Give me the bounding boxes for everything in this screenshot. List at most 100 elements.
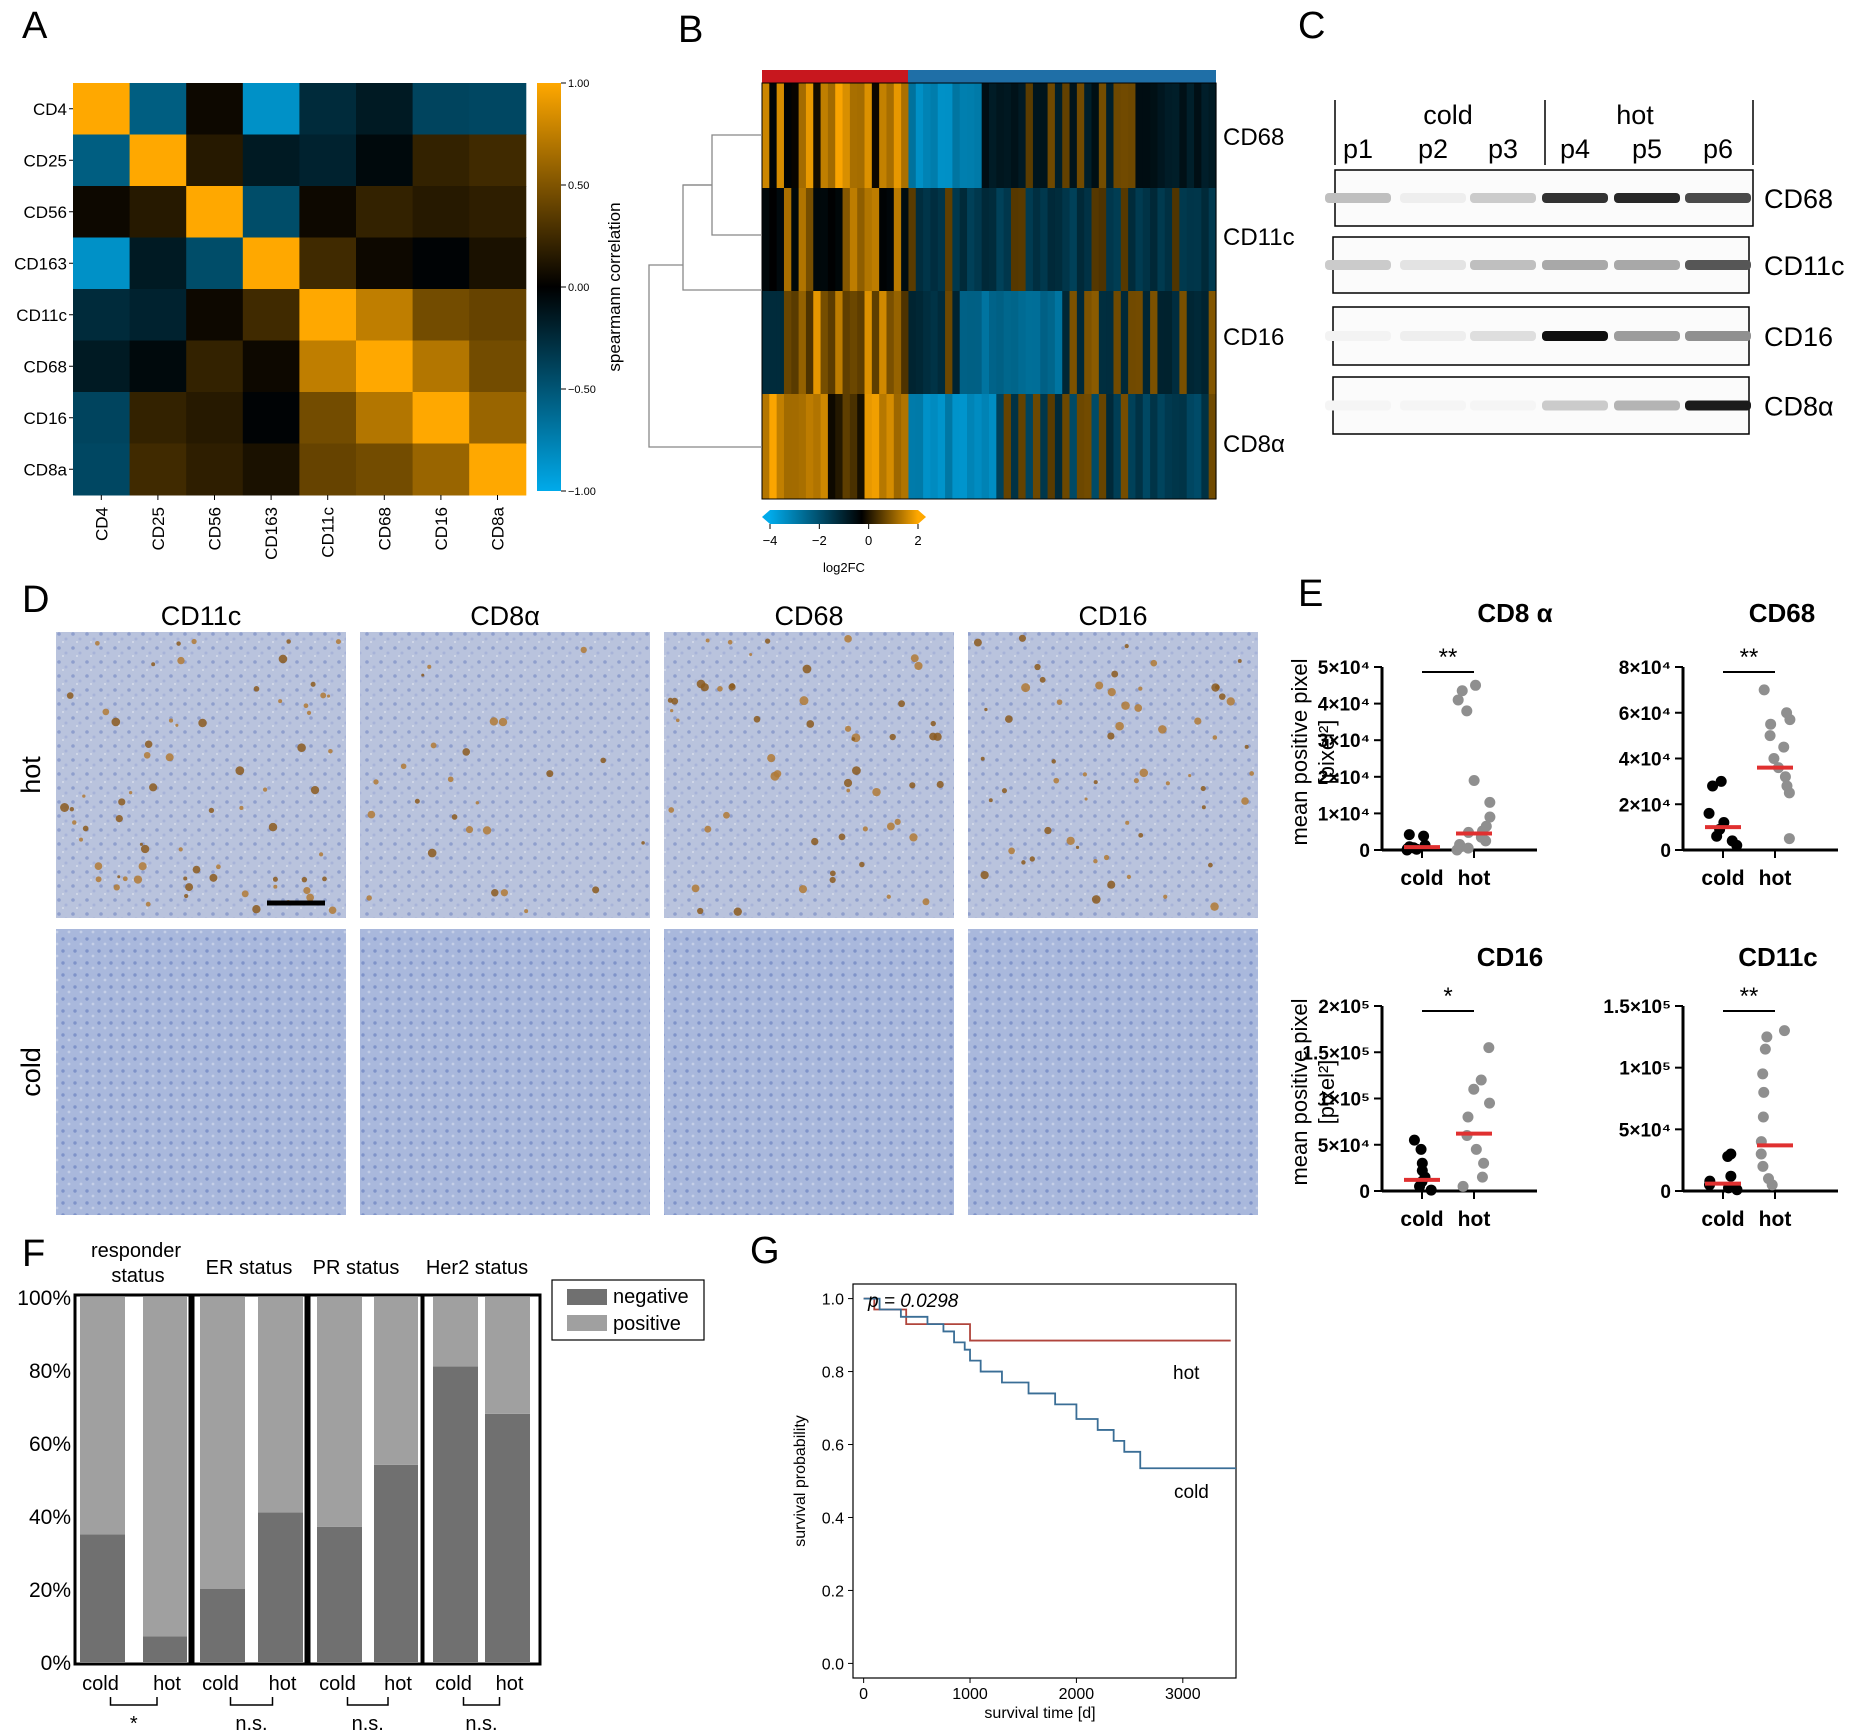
heatmap-cell <box>1003 291 1012 394</box>
data-point-hot <box>1457 1180 1469 1192</box>
heatmap-cell <box>1054 188 1063 291</box>
heatmap-cell <box>1040 188 1049 291</box>
heatmap-cell <box>1201 394 1210 499</box>
brown-stain <box>1107 688 1116 697</box>
heatmap-cell <box>915 83 924 188</box>
y-tick-label: 8×10⁴ <box>1619 658 1671 679</box>
brown-stain <box>898 700 906 708</box>
significance-label: n.s. <box>352 1713 384 1735</box>
brown-stain <box>1165 781 1170 786</box>
heatmap-cell <box>1098 394 1107 499</box>
heatmap-cell <box>1150 188 1159 291</box>
km-curve-cold <box>863 1297 1236 1470</box>
brown-stain <box>802 664 812 674</box>
heatmap-cell <box>356 340 414 393</box>
brown-stain <box>1237 659 1242 663</box>
data-point-hot <box>1778 1025 1790 1037</box>
brown-stain <box>753 715 761 723</box>
heatmap-cell <box>1106 83 1115 188</box>
y-tick-label: 4×10⁴ <box>1619 750 1671 771</box>
brown-stain <box>1210 902 1219 911</box>
significance-bracket <box>346 1697 389 1706</box>
heatmap-cell <box>908 291 917 394</box>
heatmap-cell <box>981 83 990 188</box>
brown-stain <box>143 751 151 759</box>
heatmap-cell <box>952 83 961 188</box>
brown-stain <box>216 864 221 870</box>
heatmap-cell <box>798 291 807 394</box>
bar-negative <box>258 1512 303 1662</box>
y-tick-label: 2×10⁴ <box>1318 768 1370 789</box>
heatmap-cell <box>952 188 961 291</box>
brown-stain <box>668 807 675 813</box>
brown-stain <box>209 873 218 882</box>
heatmap-cell <box>996 188 1005 291</box>
data-point-hot <box>1454 839 1466 851</box>
row-label: CD4 <box>33 100 67 119</box>
blot-band <box>1685 400 1751 411</box>
heatmap-cell <box>945 394 953 499</box>
heatmap-cell <box>299 237 357 290</box>
brown-stain <box>1134 704 1143 712</box>
blot-band <box>1542 193 1608 203</box>
heatmap-cell <box>813 394 822 499</box>
heatmap-cell <box>886 394 895 499</box>
brown-stain <box>798 885 808 894</box>
blot-band <box>1685 193 1751 203</box>
significance-label: ** <box>1740 983 1759 1010</box>
data-point-hot <box>1757 1068 1769 1080</box>
brown-stain <box>102 708 110 716</box>
brown-stain <box>696 679 706 689</box>
brown-stain <box>733 907 742 916</box>
heatmap-cell <box>1172 188 1180 291</box>
heatmap-cell <box>299 340 357 393</box>
heatmap-cell <box>1172 83 1180 188</box>
hot-group-bar <box>762 70 908 83</box>
heatmap-cell <box>886 291 895 394</box>
x-tick-label: hot <box>384 1673 412 1695</box>
heatmap-cell <box>1098 83 1107 188</box>
brown-stain <box>691 884 700 893</box>
heatmap-cell <box>412 134 470 187</box>
heatmap-cell <box>1179 394 1188 499</box>
data-point-hot <box>1759 1043 1771 1055</box>
brown-stain <box>909 782 916 789</box>
heatmap-cell <box>186 289 244 341</box>
data-point-hot <box>1765 718 1777 730</box>
heatmap-cell <box>923 291 932 394</box>
x-tick-label: cold <box>202 1673 239 1695</box>
y-tick-label: 5×10⁴ <box>1619 1120 1671 1141</box>
data-point-hot <box>1468 1083 1480 1095</box>
brown-stain <box>278 699 283 704</box>
heatmap-cell <box>945 291 953 394</box>
heatmap-cell <box>129 392 187 444</box>
brown-stain <box>144 740 153 749</box>
brown-stain <box>1214 684 1220 690</box>
brown-stain <box>799 696 809 706</box>
heatmap-cell <box>798 394 807 499</box>
data-point-hot <box>1779 771 1791 783</box>
brown-stain <box>475 801 480 805</box>
blot-band <box>1470 193 1536 203</box>
data-point-hot <box>1476 1171 1488 1183</box>
y-tick-label: 5×10⁴ <box>1318 658 1370 679</box>
row-label: CD8a <box>24 460 68 479</box>
data-point-cold <box>1725 1170 1737 1182</box>
heatmap-cell <box>1003 188 1012 291</box>
brown-stain <box>451 814 458 820</box>
heatmap-cell <box>974 291 983 394</box>
brown-stain <box>675 718 680 723</box>
heatmap-cell <box>1054 291 1063 394</box>
heatmap-cell <box>1076 188 1085 291</box>
data-point-hot <box>1462 1111 1474 1123</box>
dot-plot: CD16 0 5×10⁴ 1×10⁵ 1.5×10⁵ 2×10⁵ cold hot * <box>1302 942 1543 1231</box>
heatmap-cell <box>776 83 785 188</box>
heatmap-cell <box>879 188 888 291</box>
heatmap-cell <box>813 83 822 188</box>
brown-stain <box>465 826 474 834</box>
heatmap-cell <box>73 443 131 496</box>
brown-stain <box>297 743 306 753</box>
brown-stain <box>239 805 244 811</box>
row-label: CD68 <box>24 357 67 376</box>
heatmap-cell <box>1025 188 1034 291</box>
